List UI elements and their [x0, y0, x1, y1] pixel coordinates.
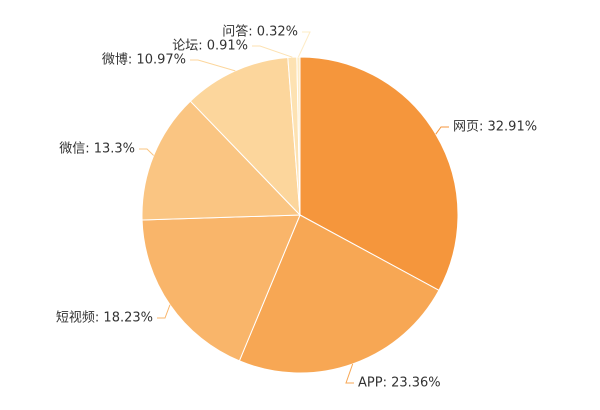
slice-label: 微博: 10.97% [102, 53, 186, 68]
pie-slice [189, 56, 301, 217]
leader-line [435, 126, 449, 135]
leader-line [252, 45, 293, 58]
leader-line [157, 304, 171, 319]
leader-line [297, 31, 311, 58]
slice-label: 问答: 0.32% [222, 24, 298, 40]
leader-line [190, 59, 236, 72]
slice-label: 论坛: 0.91% [172, 39, 248, 54]
pie-slice [238, 214, 440, 374]
leader-line [345, 363, 354, 384]
slice-label: 网页: 32.91% [453, 120, 537, 135]
pie-slice [141, 100, 302, 221]
leader-line [139, 148, 154, 156]
slice-label: 微信: 13.3% [59, 142, 135, 157]
slice-label: 短视频: 18.23% [56, 311, 153, 326]
pie-slice [296, 56, 301, 216]
slice-label: APP: 23.36% [358, 376, 441, 391]
